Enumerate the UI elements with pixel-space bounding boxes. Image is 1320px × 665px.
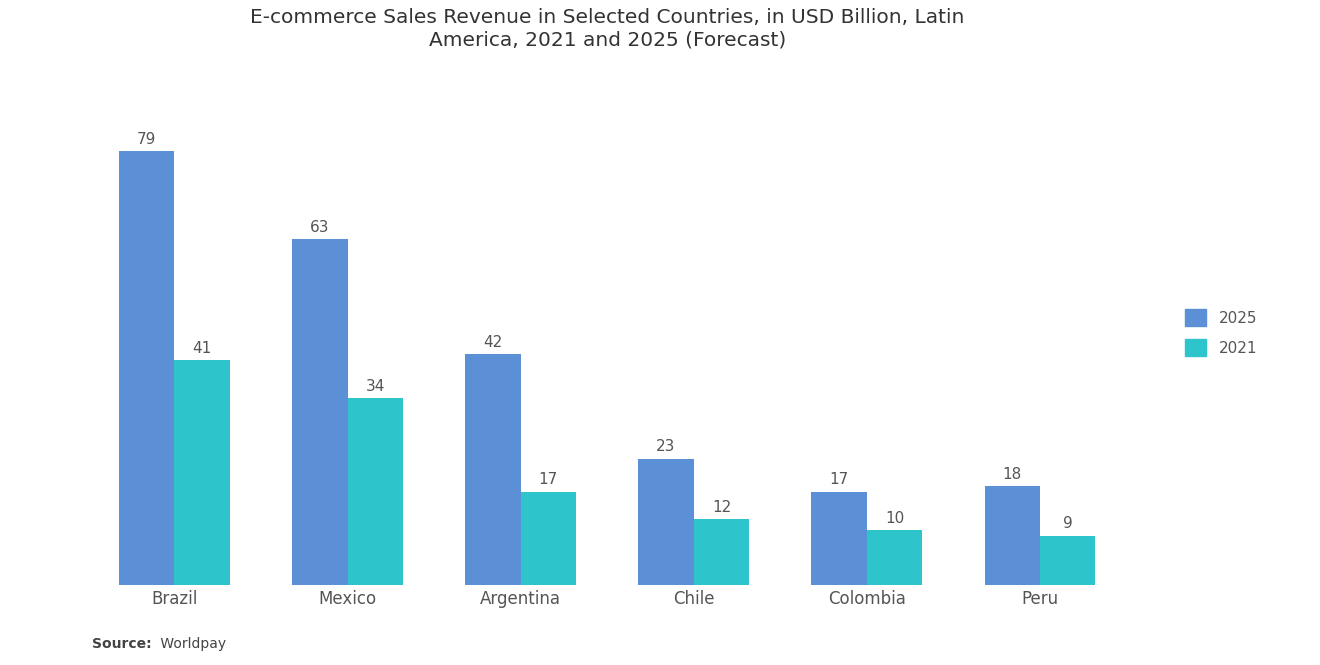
Bar	[985, 486, 1040, 585]
Text: 41: 41	[193, 340, 211, 356]
Text: 9: 9	[1063, 516, 1073, 531]
Text: 79: 79	[137, 132, 156, 147]
Text: 23: 23	[656, 440, 676, 454]
Text: 34: 34	[366, 379, 385, 394]
Text: 17: 17	[829, 472, 849, 487]
Text: Source:: Source:	[92, 637, 152, 652]
Bar	[174, 360, 230, 585]
Text: 18: 18	[1003, 467, 1022, 482]
Bar	[119, 151, 174, 585]
Bar	[465, 354, 520, 585]
Bar	[694, 519, 750, 585]
Text: Worldpay: Worldpay	[156, 637, 226, 652]
Bar	[639, 459, 694, 585]
Text: 10: 10	[884, 511, 904, 526]
Bar	[1040, 536, 1096, 585]
Text: 12: 12	[711, 500, 731, 515]
Text: 63: 63	[310, 219, 330, 235]
Bar	[347, 398, 403, 585]
Bar	[520, 492, 576, 585]
Text: 17: 17	[539, 472, 558, 487]
Bar	[812, 492, 867, 585]
Bar	[867, 530, 923, 585]
Legend: 2025, 2021: 2025, 2021	[1177, 301, 1265, 364]
Text: 42: 42	[483, 335, 503, 350]
Title: E-commerce Sales Revenue in Selected Countries, in USD Billion, Latin
America, 2: E-commerce Sales Revenue in Selected Cou…	[249, 8, 965, 49]
Bar	[292, 239, 347, 585]
